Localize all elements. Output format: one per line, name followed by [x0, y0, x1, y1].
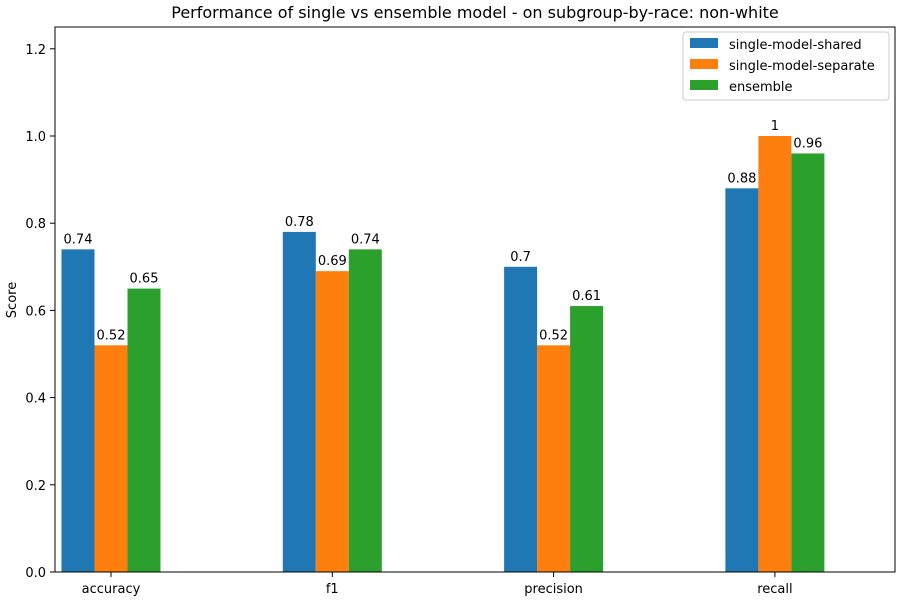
y-axis-title: Score — [5, 282, 20, 318]
bar-single-model-shared-accuracy — [61, 249, 95, 573]
x-axis-ticks: accuracy f1 precision recall — [82, 572, 793, 597]
x-tick-label-recall: recall — [757, 582, 792, 597]
y-tick-label-0-8: 0.8 — [25, 217, 46, 232]
bar-value-label-single-model-separate-accuracy: 0.52 — [97, 328, 126, 343]
bar-value-label-single-model-separate-precision: 0.52 — [539, 328, 568, 343]
bar-value-label-single-model-shared-accuracy: 0.74 — [64, 232, 93, 247]
bar-single-model-separate-accuracy — [94, 345, 128, 572]
legend-label-single-model-shared: single-model-shared — [729, 38, 862, 53]
bars-layer — [61, 136, 825, 573]
y-axis-ticks: 0.0 0.2 0.4 0.6 0.8 1.0 1.2 — [25, 43, 55, 581]
y-tick-label-0-6: 0.6 — [25, 304, 46, 319]
bar-ensemble-f1 — [348, 249, 382, 573]
y-tick-label-0-2: 0.2 — [25, 479, 46, 494]
bar-ensemble-precision — [570, 306, 604, 572]
bar-value-label-ensemble-precision: 0.61 — [572, 289, 601, 304]
bar-value-label-single-model-shared-precision: 0.7 — [510, 250, 531, 265]
legend-label-ensemble: ensemble — [729, 80, 793, 95]
plot-area-frame — [54, 26, 896, 573]
bar-labels-layer: 0.74 0.52 0.65 0.78 0.69 0.74 0.7 0.52 0.61 0.88 1… — [64, 119, 823, 343]
bar-value-label-ensemble-recall: 0.96 — [793, 136, 822, 151]
legend-swatch-single-model-separate — [690, 59, 718, 69]
bar-value-label-single-model-shared-recall: 0.88 — [727, 171, 756, 186]
bar-single-model-separate-recall — [758, 136, 792, 572]
bar-value-label-single-model-separate-recall: 1 — [771, 119, 779, 134]
y-tick-label-1-2: 1.2 — [25, 43, 46, 58]
legend-items: single-model-shared single-model-separate… — [690, 38, 875, 95]
x-tick-label-f1: f1 — [326, 582, 339, 597]
bar-single-model-separate-precision — [537, 345, 571, 572]
bar-single-model-separate-f1 — [315, 271, 349, 572]
bar-value-label-ensemble-f1: 0.74 — [351, 232, 380, 247]
bar-single-model-shared-recall — [725, 188, 759, 572]
legend-label-single-model-separate: single-model-separate — [729, 59, 875, 74]
y-tick-label-0-0: 0.0 — [25, 566, 46, 581]
bar-single-model-shared-precision — [504, 266, 538, 572]
x-tick-label-accuracy: accuracy — [82, 582, 141, 597]
legend-swatch-single-model-shared — [690, 38, 718, 48]
bar-single-model-shared-f1 — [282, 231, 316, 573]
legend: single-model-shared single-model-separate… — [682, 31, 890, 101]
bar-value-label-single-model-separate-f1: 0.69 — [318, 254, 347, 269]
bar-value-label-ensemble-accuracy: 0.65 — [130, 272, 159, 287]
bar-ensemble-recall — [791, 153, 825, 572]
bar-ensemble-accuracy — [127, 288, 161, 572]
legend-box — [682, 31, 890, 101]
bar-value-label-single-model-shared-f1: 0.78 — [285, 215, 314, 230]
y-tick-label-1-0: 1.0 — [25, 130, 46, 145]
y-tick-label-0-4: 0.4 — [25, 392, 46, 407]
x-tick-label-precision: precision — [524, 582, 583, 597]
chart-title: Performance of single vs ensemble model … — [171, 3, 779, 22]
legend-swatch-ensemble — [690, 80, 718, 90]
